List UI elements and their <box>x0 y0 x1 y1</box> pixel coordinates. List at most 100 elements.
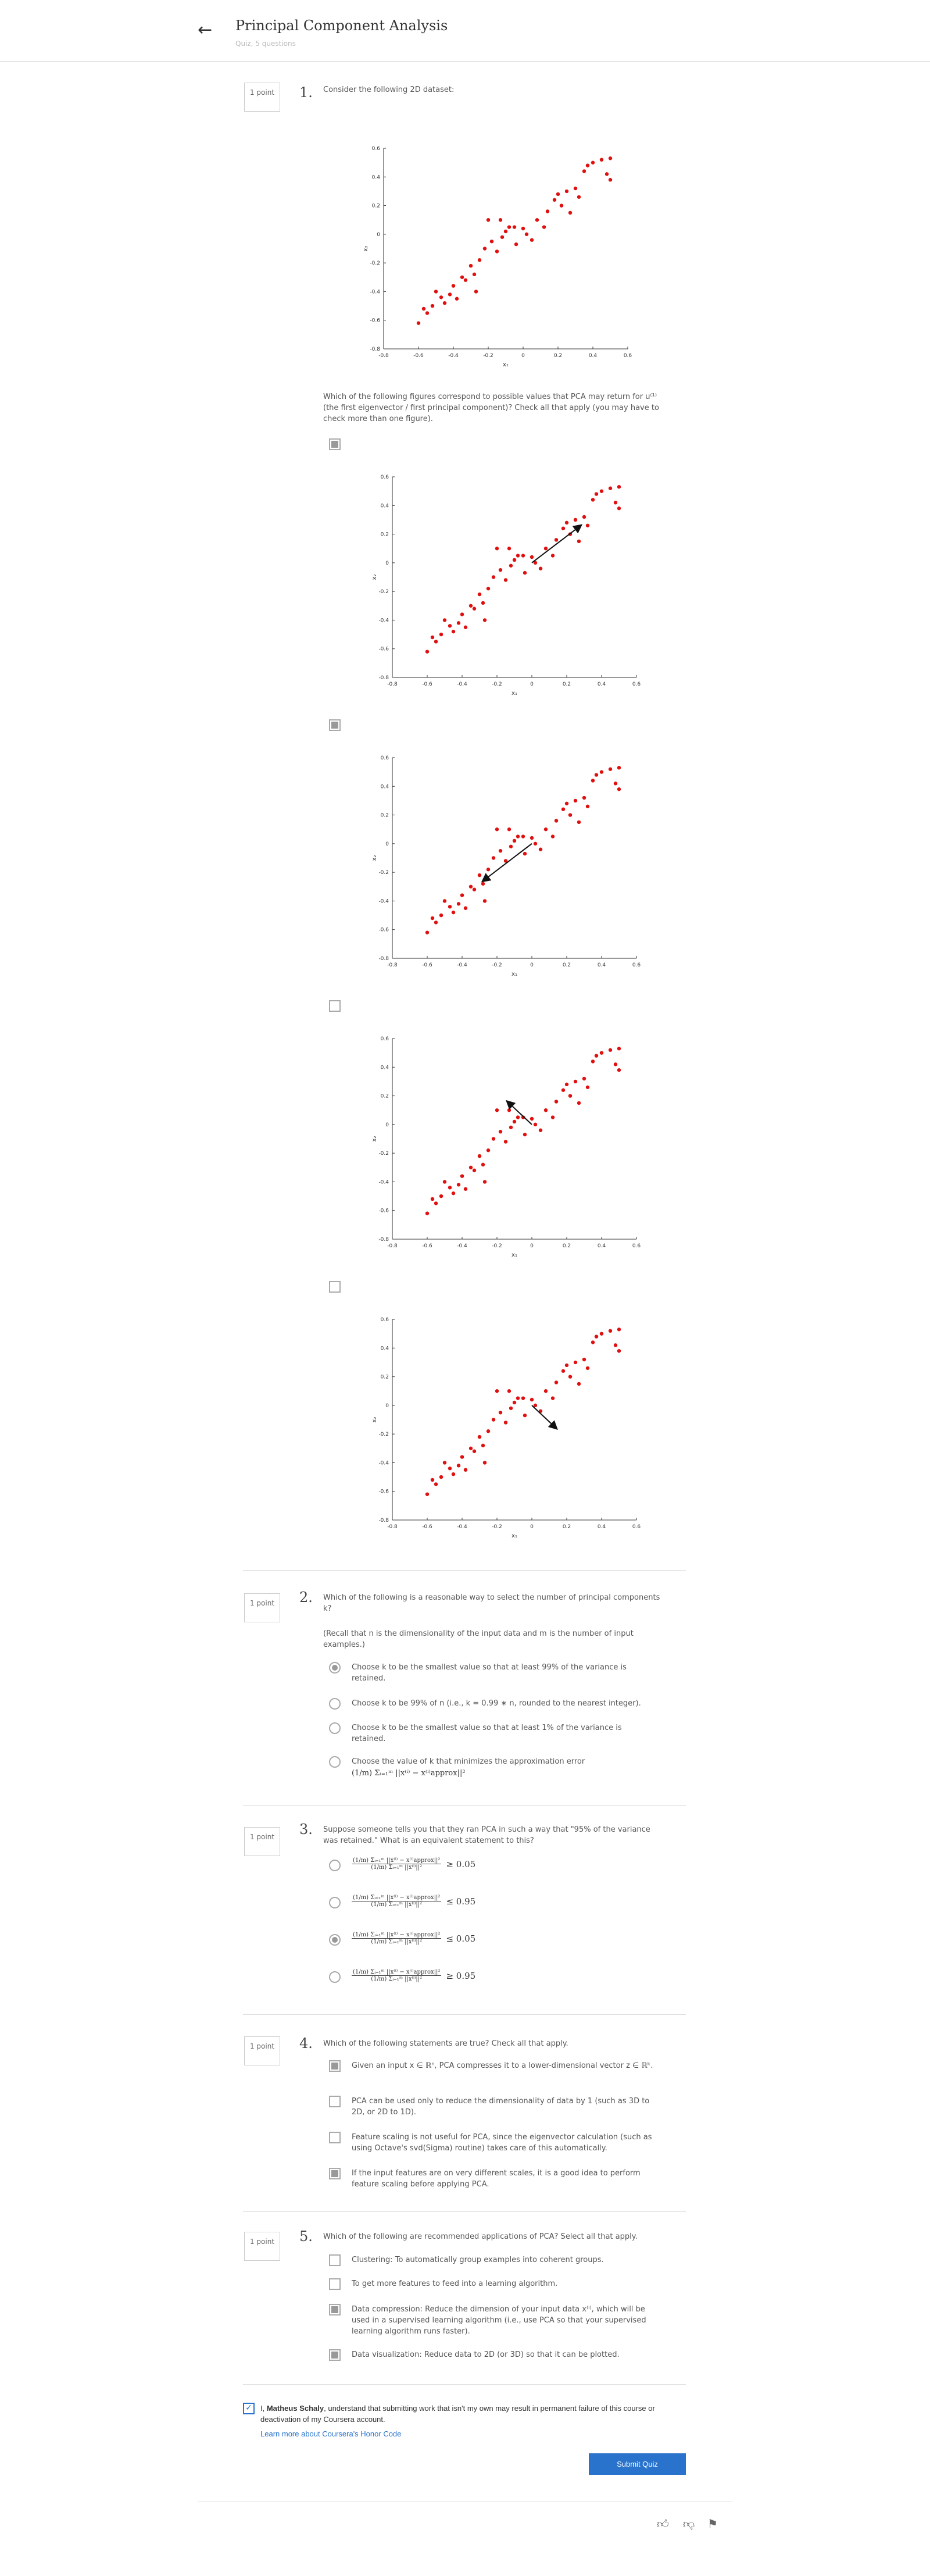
eigenvector-arrow <box>506 1100 532 1125</box>
data-point <box>568 210 573 215</box>
data-point <box>577 1101 581 1105</box>
data-point <box>468 1165 473 1169</box>
option-text: Choose k to be the smallest value so tha… <box>352 1663 627 1683</box>
data-point <box>495 1389 499 1393</box>
option-radio[interactable] <box>329 1756 341 1768</box>
data-point <box>564 189 569 194</box>
data-point <box>591 779 595 783</box>
data-point <box>585 1366 590 1370</box>
figure-2-plot: -0.8 -0.6 -0.4 -0.2 0 0.2 0.4 0.6 0.6 0.4 0.2 0 -0.2… <box>371 755 641 976</box>
x-tick-label: -0.4 <box>457 1524 467 1530</box>
points-box: 1 point <box>244 1827 280 1856</box>
question-text: Which of the following are recommended a… <box>323 2232 638 2241</box>
figure-1-checkbox[interactable] <box>329 438 341 450</box>
data-point <box>481 1162 485 1167</box>
header: ← Principal Component Analysis Quiz, 5 q… <box>0 0 930 62</box>
points-box: 1 point <box>244 1593 280 1622</box>
back-arrow-icon[interactable]: ← <box>198 20 213 40</box>
figure-3-checkbox[interactable] <box>329 1000 341 1012</box>
data-point <box>523 1132 527 1137</box>
data-point <box>538 847 543 851</box>
data-point <box>486 1148 491 1153</box>
divider <box>243 2211 686 2212</box>
data-point <box>561 1369 566 1373</box>
data-point <box>573 186 578 191</box>
data-point <box>608 178 613 182</box>
figure-2-checkbox[interactable] <box>329 719 341 731</box>
x-tick-label: -0.6 <box>422 1243 432 1249</box>
data-point <box>554 1100 559 1104</box>
question-text: Suppose someone tells you that they ran … <box>323 1825 650 1845</box>
data-point <box>617 787 621 791</box>
thumbs-up-icon[interactable]: 👍︎ <box>657 2517 669 2531</box>
data-point <box>439 295 443 299</box>
data-point <box>498 568 503 572</box>
option-checkbox[interactable] <box>329 2254 341 2266</box>
y-tick-label: -0.6 <box>378 647 389 652</box>
data-point <box>481 882 485 886</box>
data-point <box>542 225 546 229</box>
divider <box>243 2384 686 2385</box>
data-point <box>491 575 496 579</box>
x-tick-label: 0.6 <box>624 353 632 359</box>
honor-code-link[interactable]: Learn more about Coursera's Honor Code <box>260 2429 402 2438</box>
data-point <box>613 501 618 505</box>
option-radio[interactable] <box>329 1897 341 1908</box>
y-tick-label: 0 <box>377 232 380 238</box>
option-radio[interactable] <box>329 1934 341 1946</box>
option-checkbox[interactable] <box>329 2096 341 2107</box>
data-point <box>554 1380 559 1385</box>
data-point <box>521 834 525 839</box>
data-point <box>564 520 569 525</box>
data-point <box>425 311 430 315</box>
honor-code-statement: I, Matheus Schaly, understand that submi… <box>260 2404 655 2424</box>
data-point <box>573 798 578 803</box>
data-point <box>434 640 438 644</box>
data-point <box>451 629 456 634</box>
x-axis-label: x₁ <box>512 1533 517 1537</box>
figure-4-checkbox[interactable] <box>329 1281 341 1293</box>
honor-code-checkbox[interactable]: ✓ <box>243 2403 255 2414</box>
option-checkbox[interactable] <box>329 2304 341 2315</box>
data-point <box>482 899 487 903</box>
data-point <box>486 1429 491 1433</box>
data-point <box>507 547 512 551</box>
data-point <box>468 604 473 608</box>
data-point <box>451 1472 456 1476</box>
x-tick-label: 0.4 <box>598 962 606 968</box>
option-radio[interactable] <box>329 1860 341 1871</box>
question-number: 1. <box>299 84 313 101</box>
x-tick-label: 0.2 <box>554 353 562 359</box>
submit-quiz-button[interactable]: Submit Quiz <box>589 2453 686 2475</box>
y-tick-label: -0.2 <box>370 261 380 266</box>
data-point <box>543 1389 548 1393</box>
option-checkbox[interactable] <box>329 2060 341 2072</box>
y-tick-label: 0.4 <box>381 784 389 790</box>
option-radio[interactable] <box>329 1698 341 1710</box>
option-checkbox[interactable] <box>329 2168 341 2179</box>
data-point <box>512 225 517 229</box>
option-checkbox[interactable] <box>329 2278 341 2290</box>
data-point <box>617 766 621 770</box>
x-tick-label: 0.6 <box>632 1243 641 1249</box>
x-tick-label: -0.2 <box>492 1243 502 1249</box>
data-point <box>538 1128 543 1132</box>
data-point <box>594 773 599 777</box>
data-point <box>568 1094 573 1098</box>
option-radio[interactable] <box>329 1662 341 1674</box>
option-checkbox[interactable] <box>329 2349 341 2361</box>
flag-icon[interactable]: ⚑ <box>707 2517 718 2531</box>
question-text: Which of the following statements are tr… <box>323 2039 568 2048</box>
option-radio[interactable] <box>329 1971 341 1983</box>
option-checkbox[interactable] <box>329 2132 341 2143</box>
option-radio[interactable] <box>329 1722 341 1734</box>
data-point <box>617 1068 621 1072</box>
data-point <box>568 813 573 817</box>
data-point <box>472 606 477 611</box>
data-point <box>460 612 464 616</box>
thumbs-down-icon[interactable]: 👎︎ <box>683 2517 695 2531</box>
data-point <box>434 1201 438 1205</box>
data-point <box>442 1180 447 1184</box>
data-point <box>477 258 482 262</box>
x-tick-label: 0.6 <box>632 682 641 687</box>
